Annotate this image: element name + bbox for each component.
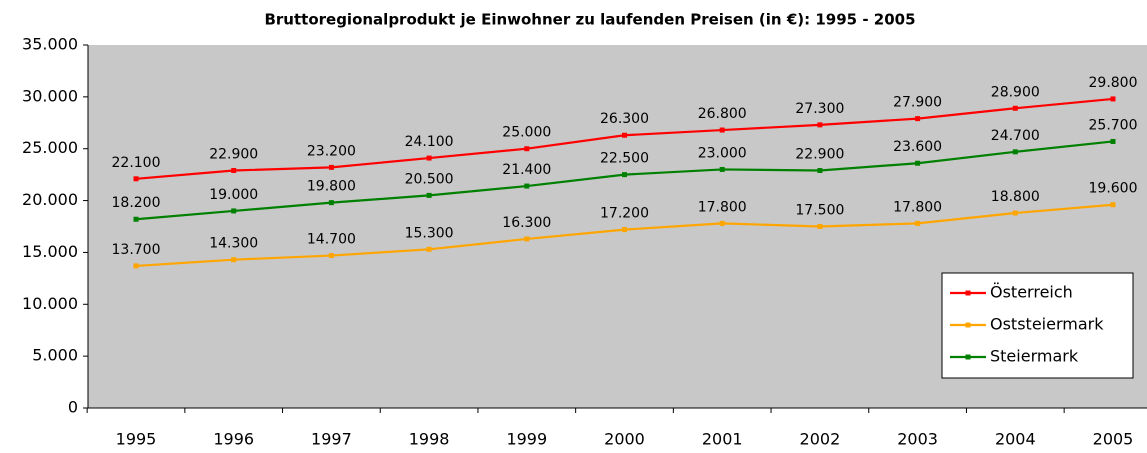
legend-label: Oststeiermark [990,315,1104,334]
point [1110,138,1116,144]
x-tick-label: 2005 [1093,430,1134,449]
point [328,164,334,170]
legend-marker [965,322,971,328]
value-label: 17.800 [698,199,747,215]
point [1012,105,1018,111]
point [1110,202,1116,208]
value-label: 14.700 [307,232,356,248]
value-label: 18.800 [991,189,1040,205]
value-label: 19.800 [307,179,356,195]
y-tick-label: 0 [68,398,78,417]
point [1012,149,1018,155]
x-tick-label: 2004 [995,430,1036,449]
value-label: 19.000 [209,187,258,203]
chart-title: Bruttoregionalprodukt je Einwohner zu la… [264,11,915,29]
value-label: 25.000 [502,125,551,141]
point [328,253,334,259]
value-label: 26.800 [698,106,747,122]
legend-marker [965,354,971,360]
value-label: 25.700 [1089,117,1138,133]
point [426,246,432,252]
x-tick-label: 2003 [897,430,938,449]
point [133,216,139,222]
point [231,167,237,173]
legend-label: Steiermark [990,347,1079,366]
point [524,183,530,189]
point [622,132,627,138]
point [524,236,530,242]
y-tick-label: 20.000 [22,190,78,209]
point [524,146,530,152]
x-tick-label: 1996 [213,430,254,449]
point [817,167,823,173]
point [719,220,725,226]
value-label: 27.900 [893,95,942,111]
value-label: 17.800 [893,199,942,215]
value-label: 22.500 [600,151,649,167]
point [1012,210,1018,216]
value-label: 18.200 [112,195,161,211]
value-label: 17.200 [600,206,649,222]
value-label: 21.400 [502,162,551,178]
value-label: 19.600 [1089,181,1138,197]
x-tick-label: 1997 [311,430,352,449]
legend-marker [965,290,971,296]
y-tick-label: 30.000 [22,86,78,105]
point [817,122,823,128]
y-tick-label: 10.000 [22,294,78,313]
value-label: 13.700 [112,242,161,258]
y-tick-label: 5.000 [32,346,78,365]
point [915,116,921,122]
value-label: 24.100 [405,134,454,150]
value-label: 22.900 [209,146,258,162]
point [719,127,725,133]
x-tick-label: 1998 [409,430,450,449]
value-label: 14.300 [209,236,258,252]
point [231,257,237,263]
point [1110,96,1116,102]
x-tick-label: 1995 [116,430,157,449]
point [426,192,432,198]
value-label: 26.300 [600,111,649,127]
value-label: 28.900 [991,84,1040,100]
value-label: 23.000 [698,145,747,161]
point [915,220,921,226]
point [133,263,139,269]
value-label: 23.200 [307,143,356,159]
x-tick-label: 2001 [702,430,743,449]
y-tick-label: 15.000 [22,242,78,261]
value-label: 15.300 [405,225,454,241]
point [915,160,921,166]
value-label: 27.300 [795,101,844,117]
value-label: 23.600 [893,139,942,155]
x-tick-label: 1999 [506,430,547,449]
x-tick-label: 2000 [604,430,645,449]
legend-label: Österreich [990,283,1073,302]
value-label: 17.500 [795,203,844,219]
value-label: 20.500 [405,171,454,187]
point [622,172,627,178]
y-tick-label: 35.000 [22,35,78,54]
value-label: 22.100 [112,155,161,171]
value-label: 29.800 [1089,75,1138,91]
value-label: 24.700 [991,128,1040,144]
point [426,155,432,161]
point [817,224,823,229]
value-label: 22.900 [795,146,844,162]
point [328,200,334,206]
point [719,166,725,172]
point [133,176,139,182]
point [622,227,627,233]
point [231,208,237,214]
x-tick-label: 2002 [800,430,841,449]
value-label: 16.300 [502,215,551,231]
y-tick-label: 25.000 [22,138,78,157]
